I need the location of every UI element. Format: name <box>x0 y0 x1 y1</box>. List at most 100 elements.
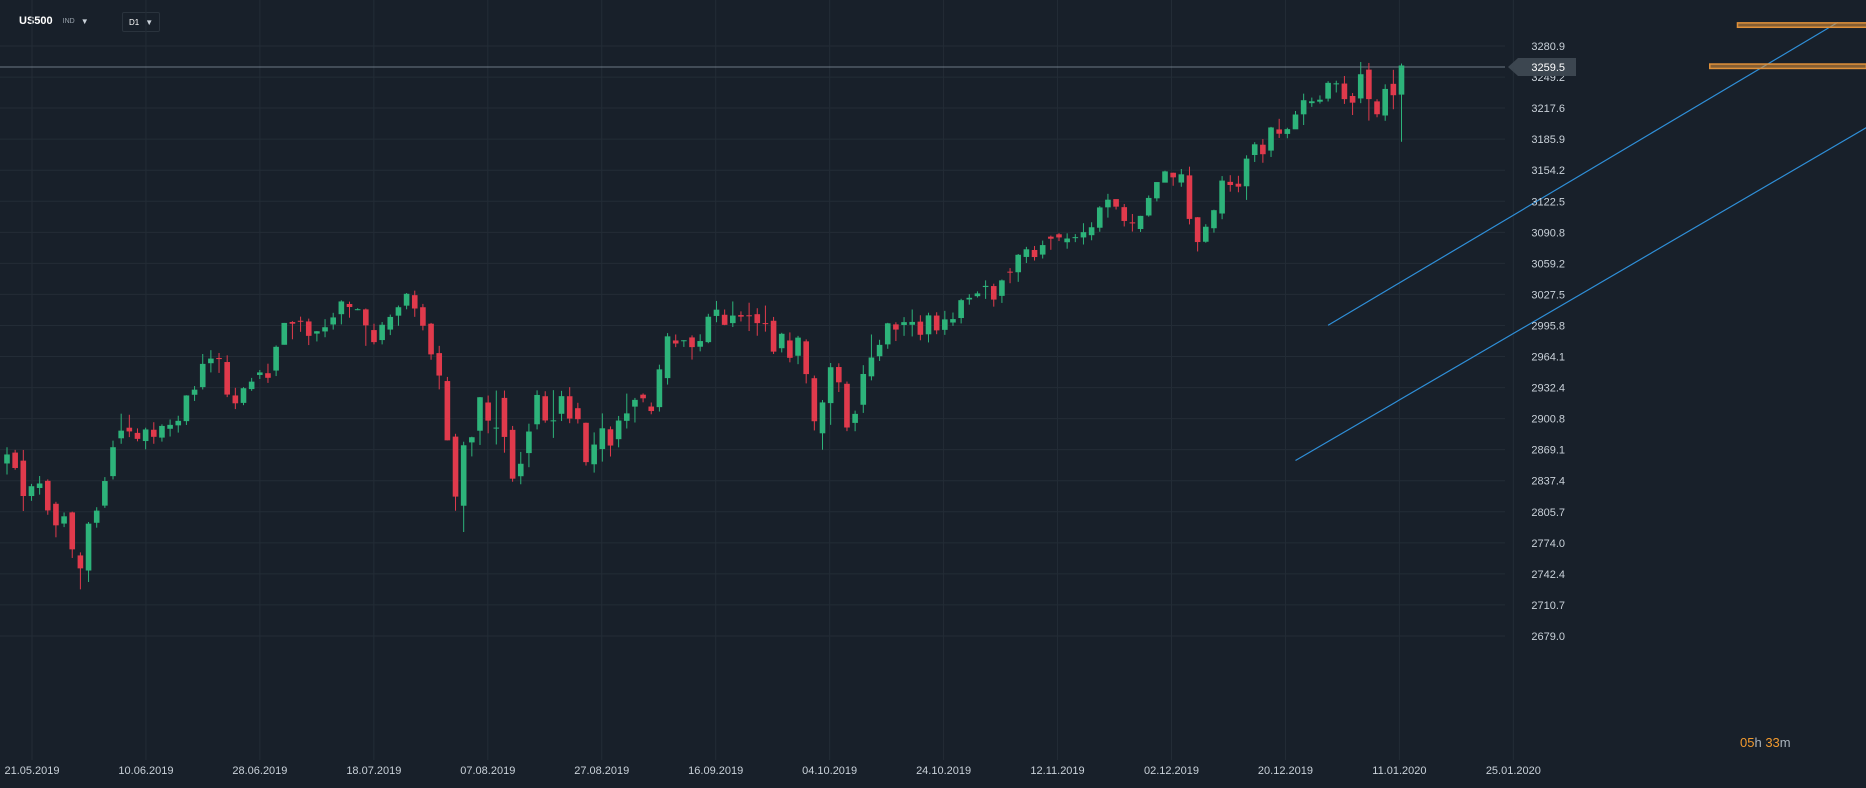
candle-bullish <box>240 388 247 403</box>
candle-bullish <box>322 327 328 332</box>
candle-bearish <box>787 340 793 358</box>
resistance-zone <box>1709 63 1866 70</box>
candle-bullish <box>664 336 671 379</box>
candle-bullish <box>1105 199 1111 208</box>
candle-bullish <box>1178 174 1185 183</box>
date-tick-label: 28.06.2019 <box>232 765 287 777</box>
candle-bullish <box>493 427 500 429</box>
candle-bullish <box>85 523 92 571</box>
candle-bullish <box>4 454 10 464</box>
candle-bullish <box>1088 227 1095 236</box>
candle-bullish <box>819 402 826 434</box>
chart-toolbar: US500 IND ▼ D1 ▼ <box>0 0 600 40</box>
candle-bullish <box>469 437 475 443</box>
candle-bearish <box>428 323 434 355</box>
timer-hours: 05 <box>1740 735 1755 750</box>
candle-bearish <box>509 429 516 479</box>
candle-bearish <box>134 432 141 439</box>
candle-bearish <box>583 422 589 463</box>
price-tick-label: 2900.8 <box>1531 414 1565 426</box>
candle-bullish <box>1243 158 1250 187</box>
candle-bullish <box>1080 232 1087 238</box>
candle-bearish <box>1366 69 1372 100</box>
candle-bearish <box>1129 222 1136 224</box>
resistance-zones[interactable] <box>1709 22 1866 70</box>
symbol-name: US500 <box>19 15 53 27</box>
candle-bullish <box>191 389 198 395</box>
price-tick-label: 2774.0 <box>1531 538 1565 550</box>
candle-bullish <box>1309 101 1315 104</box>
candle-bearish <box>12 452 18 468</box>
candle-bullish <box>387 316 394 330</box>
current-price-label: 3259.5 <box>1531 62 1565 74</box>
candle-bearish <box>305 321 312 336</box>
candle-bearish <box>933 315 940 331</box>
date-tick-label: 12.11.2019 <box>1030 765 1084 777</box>
candle-bullish <box>118 430 124 439</box>
candle-bullish <box>526 431 532 454</box>
candle-bearish <box>1227 181 1234 185</box>
timer-minutes: 33 <box>1765 735 1780 750</box>
candle-bearish <box>1341 83 1348 100</box>
candles <box>4 61 1405 590</box>
candle-bullish <box>795 337 801 356</box>
price-tick-label: 2837.4 <box>1531 476 1565 488</box>
candle-bearish <box>917 321 924 335</box>
candle-bullish <box>982 285 989 288</box>
candle-bearish <box>53 503 59 526</box>
candle-bullish <box>909 321 916 325</box>
candle-bullish <box>142 429 149 442</box>
price-tick-label: 3059.2 <box>1531 258 1565 270</box>
price-tick-label: 2805.7 <box>1531 507 1565 519</box>
candle-bearish <box>363 309 369 326</box>
candle-bearish <box>746 315 752 317</box>
candle-bullish <box>36 483 43 488</box>
candle-bullish <box>950 319 956 323</box>
candle-bullish <box>868 357 875 377</box>
candle-bearish <box>501 397 508 437</box>
candle-bearish <box>803 341 809 375</box>
price-tick-label: 2742.4 <box>1531 569 1565 581</box>
candle-bearish <box>289 322 296 324</box>
bar-countdown-timer: 05h 33m <box>1740 735 1791 750</box>
candle-bullish <box>729 315 736 324</box>
candle-bullish <box>1096 207 1103 228</box>
candle-bullish <box>705 316 712 343</box>
timeframe-selector[interactable]: D1 ▼ <box>122 12 161 32</box>
candle-bullish <box>460 445 467 506</box>
timer-hours-unit: h <box>1754 735 1762 750</box>
candle-bearish <box>811 378 818 422</box>
candle-bearish <box>1186 175 1193 219</box>
price-tick-label: 3185.9 <box>1531 134 1565 146</box>
candle-bullish <box>901 322 907 325</box>
candle-bearish <box>126 427 133 432</box>
date-tick-label: 16.09.2019 <box>688 765 743 777</box>
candle-bearish <box>542 396 549 421</box>
candle-bullish <box>860 373 867 405</box>
candle-bearish <box>265 373 271 378</box>
price-tick-label: 3154.2 <box>1531 165 1565 177</box>
candle-bearish <box>1194 217 1201 243</box>
symbol-selector[interactable]: US500 IND ▼ <box>19 15 89 27</box>
candle-bearish <box>1113 199 1119 207</box>
resistance-zone <box>1736 22 1866 29</box>
candle-bullish <box>330 317 336 325</box>
candle-bullish <box>110 447 116 477</box>
trend-channel[interactable] <box>1295 21 1866 462</box>
candle-bearish <box>672 340 679 344</box>
candle-bullish <box>1325 82 1331 99</box>
candle-bullish <box>623 413 630 421</box>
price-axis[interactable]: 3280.93249.23217.63185.93154.23122.53090… <box>1531 41 1565 643</box>
candle-bullish <box>1268 127 1274 151</box>
candle-bullish <box>1398 65 1405 95</box>
price-tick-label: 2869.1 <box>1531 445 1565 457</box>
candle-bullish <box>314 331 320 334</box>
candle-bearish <box>485 402 491 421</box>
candle-bullish <box>257 372 263 375</box>
candle-bullish <box>93 510 100 523</box>
current-price-line: 3259.5 <box>1508 57 1576 76</box>
candle-bullish <box>395 307 402 316</box>
time-axis[interactable]: 21.05.2019 10.06.2019 28.06.2019 18.07.2019… <box>4 765 1540 777</box>
candle-bearish <box>44 480 51 511</box>
